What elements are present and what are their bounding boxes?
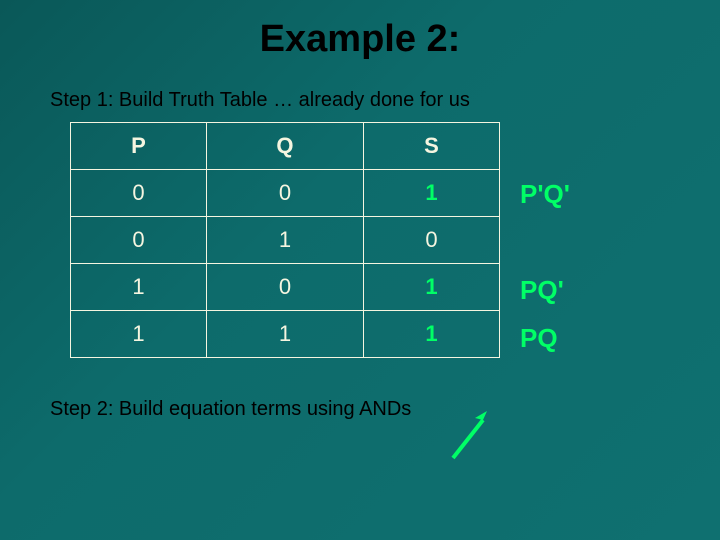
cell-s: 0: [364, 217, 500, 264]
col-header-p: P: [71, 123, 207, 170]
col-header-q: Q: [206, 123, 363, 170]
annotation-row0: P'Q': [520, 181, 570, 207]
table-row: 0 0 1: [71, 170, 500, 217]
cell-s: 1: [364, 170, 500, 217]
cell-p: 1: [71, 264, 207, 311]
cell-s: 1: [364, 311, 500, 358]
cell-q: 1: [206, 217, 363, 264]
annotation-slot: [520, 218, 570, 266]
table-row: 1 0 1: [71, 264, 500, 311]
slide-title: Example 2:: [50, 18, 670, 61]
annotation-slot: PQ: [520, 314, 570, 362]
step2-text: Step 2: Build equation terms using ANDs: [50, 398, 670, 421]
cell-p: 1: [71, 311, 207, 358]
annotation-row2: PQ': [520, 277, 564, 303]
annotation-slot: PQ': [520, 266, 570, 314]
cell-s: 1: [364, 264, 500, 311]
cell-q: 0: [206, 170, 363, 217]
annotation-slot: P'Q': [520, 170, 570, 218]
row-annotations: P'Q' PQ' PQ: [520, 122, 570, 362]
cell-q: 1: [206, 311, 363, 358]
slide: Example 2: Step 1: Build Truth Table … a…: [0, 0, 720, 540]
arrow-icon: [445, 408, 495, 463]
cell-p: 0: [71, 170, 207, 217]
annotation-row3: PQ: [520, 325, 558, 351]
table-row: 0 1 0: [71, 217, 500, 264]
cell-p: 0: [71, 217, 207, 264]
table-row: 1 1 1: [71, 311, 500, 358]
truth-table: P Q S 0 0 1 0 1 0 1 0: [70, 122, 500, 358]
col-header-s: S: [364, 123, 500, 170]
step1-text: Step 1: Build Truth Table … already done…: [50, 89, 670, 112]
annotation-spacer: [520, 122, 570, 170]
cell-q: 0: [206, 264, 363, 311]
table-header-row: P Q S: [71, 123, 500, 170]
table-body: 0 0 1 0 1 0 1 0 1 1 1 1: [71, 170, 500, 358]
table-and-annotations: P Q S 0 0 1 0 1 0 1 0: [70, 122, 670, 362]
